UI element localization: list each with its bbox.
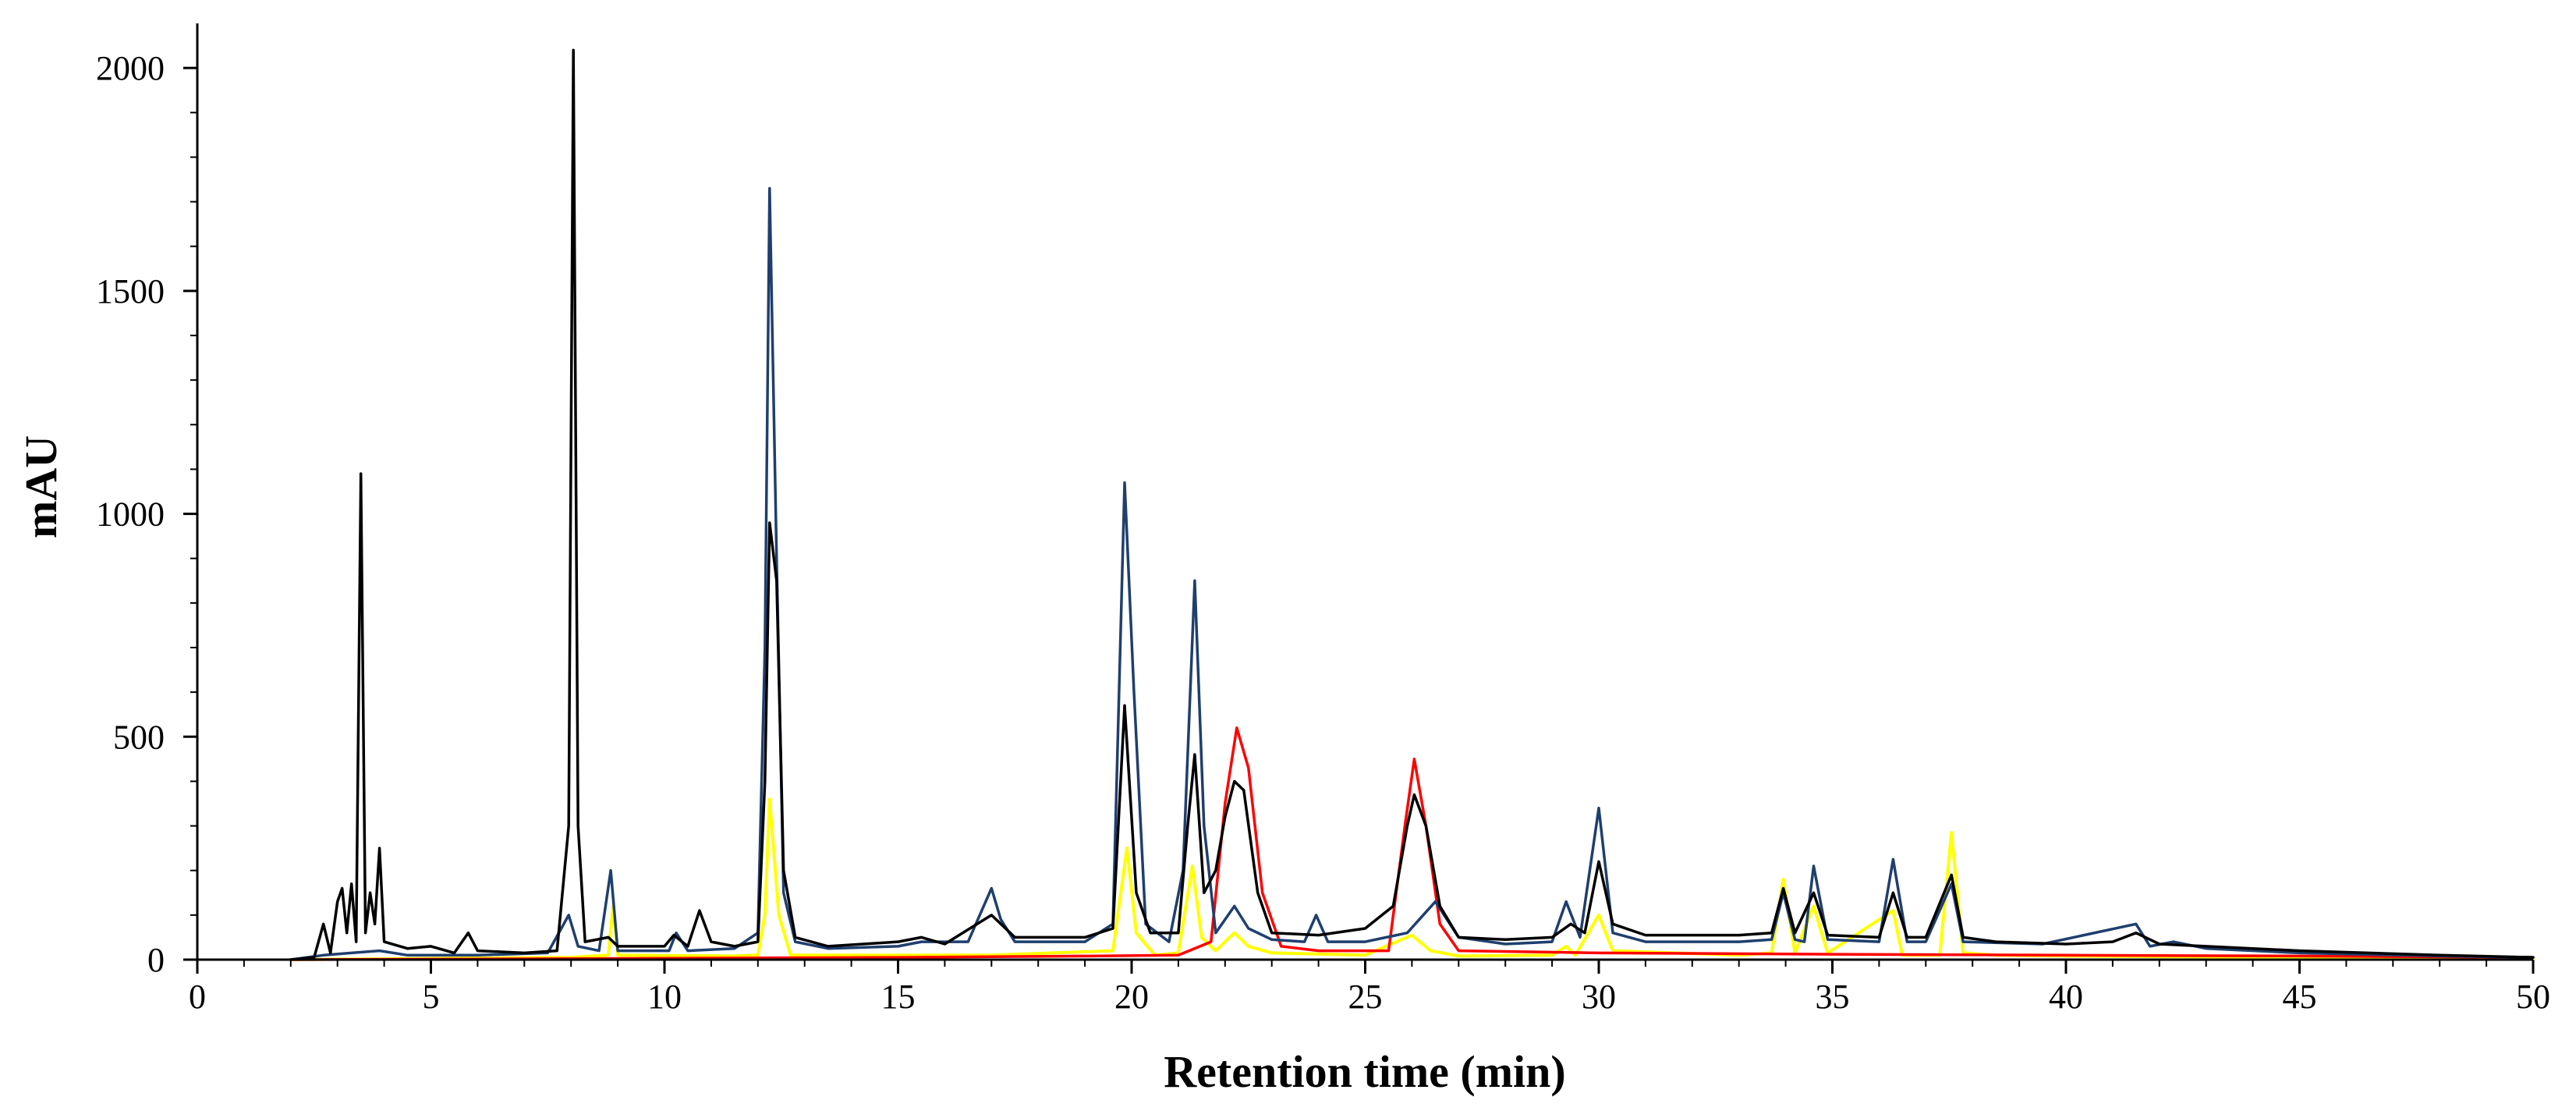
y-tick-label: 0 bbox=[147, 941, 165, 979]
y-axis-title: mAU bbox=[16, 435, 66, 538]
x-tick-label: 45 bbox=[2283, 978, 2317, 1016]
y-tick-label: 2000 bbox=[96, 49, 165, 87]
x-tick-label: 20 bbox=[1114, 978, 1149, 1016]
x-tick-label: 5 bbox=[423, 978, 440, 1016]
x-tick-label: 35 bbox=[1816, 978, 1850, 1016]
y-tick-label: 500 bbox=[113, 718, 165, 756]
series-layer bbox=[289, 48, 2535, 961]
x-tick-label: 0 bbox=[189, 978, 206, 1016]
series-line-1 bbox=[289, 186, 2535, 961]
x-tick-label: 50 bbox=[2516, 978, 2550, 1016]
x-tick-label: 40 bbox=[2049, 978, 2083, 1016]
series-line-2 bbox=[289, 797, 2535, 961]
x-tick-label: 25 bbox=[1348, 978, 1383, 1016]
x-tick-label: 30 bbox=[1582, 978, 1616, 1016]
x-tick-label: 10 bbox=[647, 978, 682, 1016]
y-tick-label: 1500 bbox=[96, 272, 165, 311]
series-line-3 bbox=[289, 726, 2535, 961]
series-line-0 bbox=[289, 48, 2535, 961]
x-tick-label: 15 bbox=[881, 978, 916, 1016]
x-axis-title: Retention time (min) bbox=[1164, 1046, 1565, 1097]
y-tick-label: 1000 bbox=[96, 495, 165, 534]
